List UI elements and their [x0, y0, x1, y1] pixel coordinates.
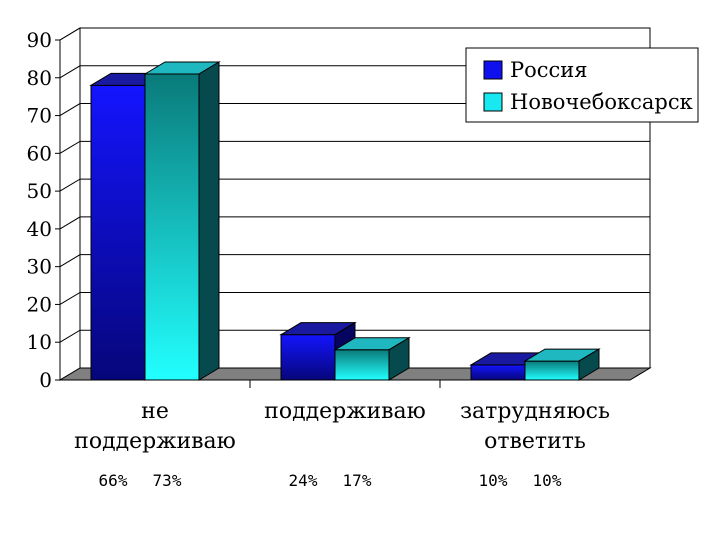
legend-swatch	[483, 92, 503, 112]
category-label: затрудняюсь	[460, 399, 610, 424]
gridline	[59, 65, 650, 79]
bars-layer	[89, 61, 601, 381]
percent-label: 73%	[153, 471, 182, 490]
bar-russia	[280, 334, 336, 381]
y-tick-label: 80	[27, 66, 52, 90]
percent-label: 66%	[99, 471, 128, 490]
y-tick-label: 50	[27, 179, 52, 203]
y-tick-label: 0	[39, 368, 52, 392]
gridline	[59, 254, 650, 268]
category-label: ответить	[484, 429, 586, 454]
gridline	[59, 103, 650, 116]
y-tick-label: 70	[27, 104, 52, 128]
y-tick-label: 20	[27, 292, 52, 316]
bar-novocheboksarsk	[334, 349, 390, 381]
y-tick-label: 10	[27, 330, 52, 354]
gridline	[59, 178, 650, 192]
percent-label: 24%	[289, 471, 318, 490]
gridline	[59, 216, 650, 230]
legend-label: Россия	[510, 58, 588, 82]
legend-label: Новочебоксарск	[510, 90, 693, 114]
bar-side	[388, 336, 410, 381]
category-label: поддерживаю	[74, 429, 236, 454]
bar-novocheboksarsk	[144, 73, 200, 381]
legend: Россия Новочебоксарск	[465, 47, 699, 123]
y-tick-label: 90	[27, 28, 52, 52]
bar-side	[578, 348, 600, 381]
bar-russia	[470, 364, 526, 381]
gridline	[59, 140, 650, 154]
y-tick-label: 30	[27, 255, 52, 279]
side-wall	[59, 27, 81, 381]
bar-side	[198, 61, 220, 381]
category-label: поддерживаю	[264, 399, 426, 424]
percent-label: 17%	[343, 471, 372, 490]
bar-novocheboksarsk	[524, 360, 580, 381]
gridline	[59, 291, 650, 305]
percent-labels: 66% 73% 24% 17% 10% 10%	[99, 471, 562, 490]
percent-label: 10%	[479, 471, 508, 490]
y-tick-label: 60	[27, 141, 52, 165]
y-tick-label: 40	[27, 217, 52, 241]
category-label: не	[141, 399, 169, 424]
percent-label: 10%	[533, 471, 562, 490]
gridline	[59, 27, 650, 41]
category-labels: не поддерживаю поддерживаю затрудняюсь ответ…	[74, 399, 610, 454]
bar-russia	[90, 84, 146, 381]
y-axis-ticks: 0 10 20 30 40 50 60 70 80 90	[27, 28, 52, 392]
legend-swatch	[483, 60, 503, 80]
axis-layer	[55, 39, 441, 388]
gridline	[59, 329, 650, 343]
legend-box	[465, 47, 699, 123]
